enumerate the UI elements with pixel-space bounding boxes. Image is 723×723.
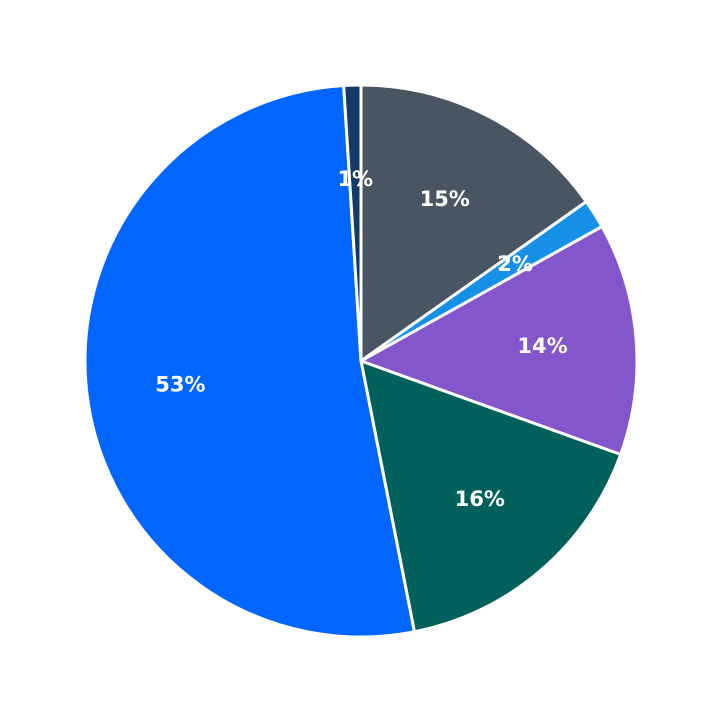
pie-slices xyxy=(83,83,639,639)
pie-slice-label-1: 2% xyxy=(497,252,533,276)
pie-slice-2 xyxy=(359,225,639,456)
pie-slice-label-0: 15% xyxy=(420,187,470,211)
pie-slice-label-2: 14% xyxy=(517,334,567,358)
pie-slice-label-3: 16% xyxy=(455,487,505,511)
pie-slice-label-4: 53% xyxy=(155,372,205,396)
pie-labels: 15% 2% 14% 16% 53% 1% xyxy=(155,167,567,511)
pie-slice-4 xyxy=(83,84,416,639)
pie-slice-label-5: 1% xyxy=(337,167,373,191)
pie-slice-5 xyxy=(342,83,363,363)
pie-slice-3 xyxy=(359,359,623,634)
pie-slice-0 xyxy=(359,83,588,363)
